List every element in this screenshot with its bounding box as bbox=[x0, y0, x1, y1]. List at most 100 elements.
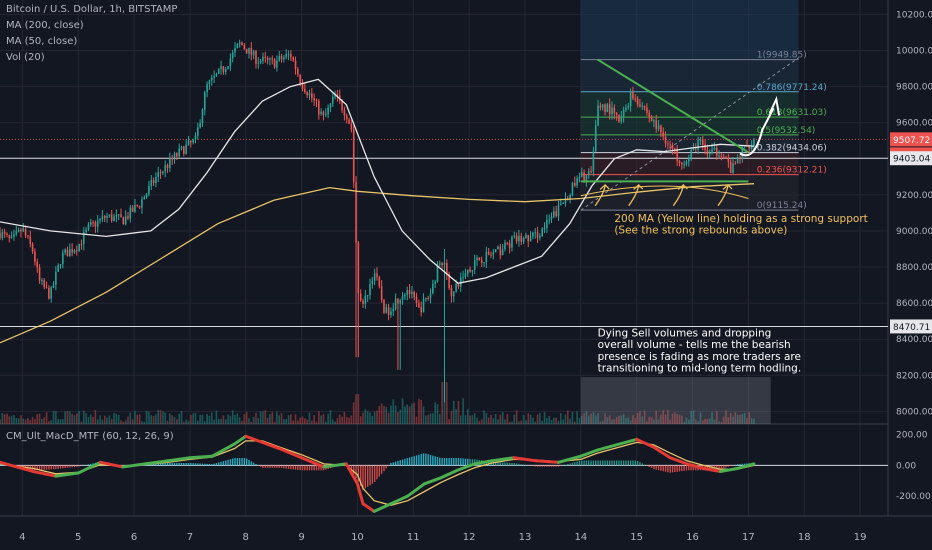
macd-histogram-bar bbox=[406, 458, 408, 466]
volume-bar bbox=[573, 421, 576, 424]
candle-body bbox=[203, 92, 206, 110]
volume-bar bbox=[527, 413, 530, 424]
volume-bar bbox=[220, 418, 222, 424]
volume-bar bbox=[497, 419, 499, 424]
macd-histogram-bar bbox=[541, 465, 543, 467]
volume-bar bbox=[64, 411, 66, 424]
candle-body bbox=[432, 283, 434, 294]
candle-body bbox=[697, 139, 699, 150]
macd-histogram-bar bbox=[643, 464, 646, 466]
candle-body bbox=[385, 307, 388, 313]
candle-body bbox=[564, 198, 567, 203]
macd-histogram-bar bbox=[197, 463, 199, 466]
macd-histogram-bar bbox=[736, 464, 739, 466]
candle-body bbox=[592, 151, 595, 172]
macd-line-segment bbox=[651, 445, 672, 460]
volume-bar bbox=[103, 415, 106, 424]
volume-bar bbox=[236, 413, 239, 424]
volume-bar bbox=[31, 416, 34, 424]
candle-body bbox=[169, 157, 171, 168]
volume-bar bbox=[618, 415, 620, 424]
candle-body bbox=[185, 144, 187, 154]
volume-bar bbox=[734, 412, 737, 424]
volume-bar bbox=[513, 414, 516, 424]
volume-bar bbox=[518, 421, 520, 424]
candle-body bbox=[236, 44, 239, 49]
fib-diagonal bbox=[580, 57, 799, 211]
volume-bar bbox=[706, 418, 709, 424]
macd-histogram-bar bbox=[257, 465, 260, 466]
candle-body bbox=[701, 139, 704, 145]
annotation-text: (See the strong rebounds above) bbox=[614, 225, 787, 237]
macd-histogram-bar bbox=[157, 463, 159, 466]
macd-histogram-bar bbox=[397, 460, 399, 466]
candle-body bbox=[87, 224, 90, 230]
macd-histogram-bar bbox=[725, 465, 727, 468]
candle-body bbox=[264, 56, 267, 58]
candle-body bbox=[483, 262, 485, 264]
candle-body bbox=[436, 264, 439, 282]
macd-histogram-bar bbox=[183, 462, 185, 466]
candle-body bbox=[94, 222, 97, 227]
candle-body bbox=[241, 42, 243, 46]
volume-bar bbox=[369, 412, 371, 424]
candle-body bbox=[578, 177, 581, 179]
moving-averages bbox=[0, 78, 755, 344]
volume-bar bbox=[304, 418, 306, 424]
volume-bar bbox=[487, 417, 490, 424]
candle-body bbox=[722, 156, 725, 158]
candle-body bbox=[480, 260, 483, 263]
volume-bar bbox=[594, 415, 597, 424]
candle-body bbox=[646, 107, 648, 113]
macd-histogram-bar bbox=[604, 460, 606, 466]
candle-body bbox=[231, 52, 234, 59]
volume-bar bbox=[641, 416, 644, 424]
macd-histogram-bar bbox=[709, 465, 711, 470]
volume-bar bbox=[138, 414, 141, 424]
candle-body bbox=[660, 125, 662, 133]
volume-bar bbox=[508, 421, 511, 424]
volume-bar bbox=[59, 419, 62, 424]
volume-bar bbox=[688, 419, 690, 424]
macd-histogram-bar bbox=[727, 465, 730, 467]
candle-body bbox=[729, 161, 732, 173]
candle-body bbox=[455, 283, 457, 292]
macd-histogram-bar bbox=[420, 454, 422, 466]
volume-bar bbox=[80, 421, 83, 424]
candle-body bbox=[183, 146, 185, 154]
volume-bar bbox=[50, 420, 52, 424]
volume-bar bbox=[252, 416, 255, 424]
candle-body bbox=[473, 260, 476, 270]
volume-bar bbox=[338, 414, 341, 424]
volume-bar bbox=[264, 410, 267, 424]
candle-body bbox=[692, 148, 695, 150]
candle-body bbox=[718, 155, 720, 157]
volume-bar bbox=[89, 414, 92, 424]
macd-histogram-bar bbox=[692, 465, 695, 471]
macd-histogram-bar bbox=[443, 458, 446, 466]
macd-histogram-bar bbox=[178, 462, 180, 466]
candle-body bbox=[357, 242, 360, 294]
volume-bar bbox=[99, 415, 101, 424]
price-tag-bg bbox=[890, 132, 932, 147]
time-tick-label: 14 bbox=[574, 532, 587, 543]
candle-body bbox=[292, 57, 295, 61]
macd-histogram-bar bbox=[429, 454, 432, 466]
fib-level-label: 0.236(9312.21) bbox=[757, 166, 827, 176]
macd-histogram-bar bbox=[413, 456, 415, 466]
volume-bar bbox=[657, 418, 660, 424]
macd-line-segment bbox=[76, 460, 103, 475]
candle-body bbox=[101, 215, 104, 219]
candle-body bbox=[306, 92, 308, 96]
macd-histogram-bar bbox=[634, 460, 636, 466]
candle-body bbox=[685, 161, 688, 165]
macd-histogram-bar bbox=[234, 458, 236, 466]
macd-line-segment bbox=[121, 462, 147, 469]
macd-histogram-bar bbox=[627, 460, 630, 466]
candle-body bbox=[553, 211, 555, 217]
candle-body bbox=[662, 132, 665, 137]
volume-bar bbox=[262, 411, 264, 424]
volume-bar bbox=[231, 410, 234, 424]
candle-body bbox=[494, 249, 497, 253]
